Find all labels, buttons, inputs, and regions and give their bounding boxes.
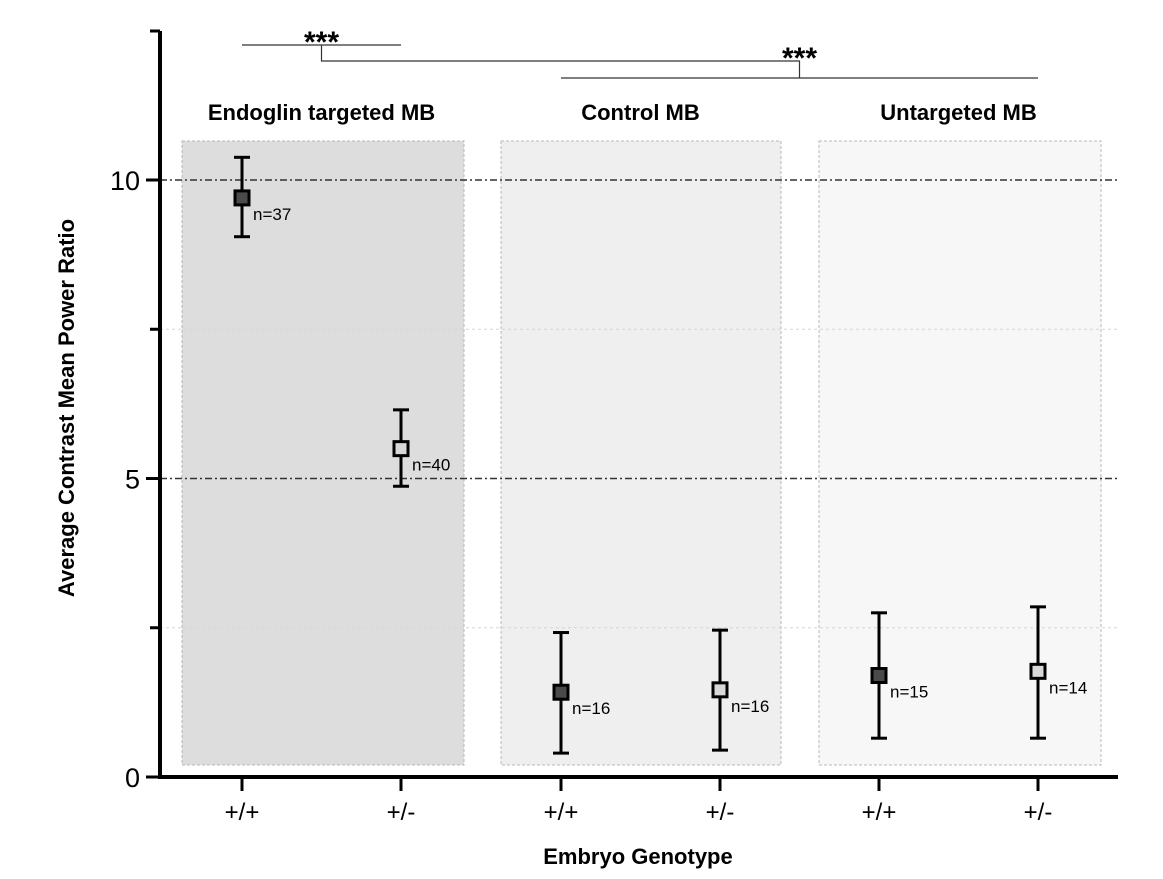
- x-ticks: +/+ +/- +/+ +/- +/+ +/-: [225, 777, 1053, 826]
- data-point-0: [233, 189, 251, 207]
- y-axis-title: Average Contrast Mean Power Ratio: [54, 219, 79, 597]
- group-shade-1: [500, 140, 782, 766]
- group-shades: [181, 140, 1102, 766]
- data-point-2: [552, 683, 570, 701]
- x-tick-label-1: +/-: [387, 799, 416, 826]
- data-point-1: [392, 440, 410, 458]
- n-label-1: n=40: [412, 456, 450, 475]
- data-point-3: [711, 681, 729, 699]
- n-label-0: n=37: [253, 205, 291, 224]
- n-label-5: n=14: [1049, 678, 1087, 697]
- group-labels: Endoglin targeted MB Control MB Untargeted…: [208, 100, 1037, 125]
- data-point-4: [870, 667, 888, 685]
- axes: [158, 31, 1118, 779]
- sig-label-1: ***: [782, 42, 817, 75]
- x-tick-label-5: +/-: [1024, 799, 1053, 826]
- x-tick-label-2: +/+: [544, 799, 579, 826]
- gridlines: [160, 179, 1118, 629]
- data-point-5: [1029, 662, 1047, 680]
- group-shade-0: [181, 140, 465, 766]
- n-label-4: n=15: [890, 683, 928, 702]
- x-axis-title: Embryo Genotype: [543, 844, 732, 869]
- group-label-2: Untargeted MB: [880, 100, 1036, 125]
- data-points: n=37 n=40 n=16 n=16 n=15 n=14: [233, 155, 1087, 755]
- n-label-2: n=16: [572, 699, 610, 718]
- group-label-0: Endoglin targeted MB: [208, 100, 435, 125]
- y-tick-label-0: 0: [125, 763, 140, 793]
- group-shade-2: [818, 140, 1102, 766]
- y-tick-label-1: 5: [125, 465, 140, 495]
- n-label-3: n=16: [731, 697, 769, 716]
- x-tick-label-3: +/-: [706, 799, 735, 826]
- sig-bracket-1-connector: [320, 45, 801, 78]
- group-label-1: Control MB: [581, 100, 700, 125]
- x-tick-label-4: +/+: [862, 799, 897, 826]
- x-tick-label-0: +/+: [225, 799, 260, 826]
- y-ticks: 0 5 10: [110, 29, 160, 793]
- y-tick-label-2: 10: [110, 166, 140, 196]
- significance-brackets: *** ***: [242, 26, 1038, 79]
